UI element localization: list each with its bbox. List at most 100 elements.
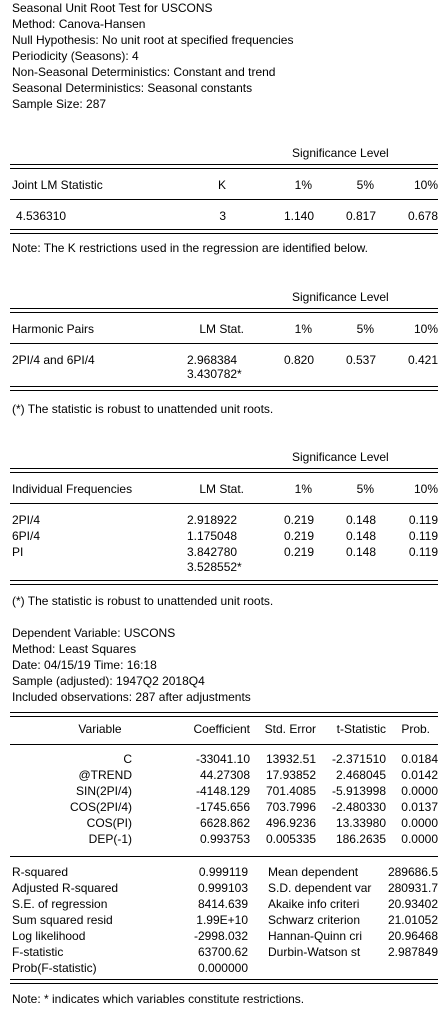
row-label: 2PI/4	[12, 513, 41, 527]
joint-stat-value: 4.536310	[16, 209, 67, 223]
header-line: Periodicity (Seasons): 4	[12, 49, 139, 63]
critical-value-5pct: 0.537	[345, 353, 376, 367]
column-header: LM Stat.	[199, 322, 244, 336]
stat-value: 1.99E+10	[196, 913, 248, 927]
k-value: 3	[219, 209, 226, 223]
coefficient: -33041.10	[195, 752, 250, 766]
variable-name: SIN(2PI/4)	[75, 784, 132, 798]
critical-value-1pct: 0.219	[283, 545, 314, 559]
column-header: Harmonic Pairs	[12, 322, 95, 336]
critical-value-5pct: 0.817	[345, 209, 376, 223]
column-header: 1%	[294, 322, 312, 336]
t-statistic: -2.480330	[331, 800, 386, 814]
column-header: 10%	[413, 178, 438, 192]
lm-stat: 2.918922	[187, 513, 238, 527]
probability: 0.0184	[401, 752, 438, 766]
note: Note: The K restrictions used in the reg…	[12, 241, 368, 255]
table-divider	[10, 229, 438, 234]
note: (*) The statistic is robust to unattende…	[12, 402, 274, 416]
stat-label: Akaike info criteri	[268, 897, 360, 911]
column-header: 5%	[356, 482, 374, 496]
column-header: Prob.	[401, 722, 430, 736]
stat-label: R-squared	[12, 865, 69, 879]
stat-value: 8414.639	[197, 897, 248, 911]
info-line: Date: 04/15/19 Time: 16:18	[12, 658, 157, 672]
critical-value-10pct: 0.678	[407, 209, 438, 223]
header-line: Null Hypothesis: No unit root at specifi…	[12, 33, 294, 47]
probability: 0.0000	[401, 816, 438, 830]
t-statistic: 13.33980	[335, 816, 386, 830]
column-header: LM Stat.	[199, 482, 244, 496]
std-error: 496.9236	[265, 816, 316, 830]
stat-value: 2.987849	[387, 945, 438, 959]
lm-stat-robust: 3.528552*	[187, 560, 242, 574]
table-divider	[10, 580, 438, 585]
significance-level-label: Significance Level	[292, 290, 389, 304]
column-header: 10%	[413, 322, 438, 336]
stat-label: S.E. of regression	[12, 897, 108, 911]
critical-value-10pct: 0.119	[408, 529, 438, 543]
coefficient: 44.27308	[199, 768, 250, 782]
critical-value-1pct: 0.219	[283, 529, 314, 543]
coefficient: -4148.129	[195, 784, 250, 798]
coefficient: 0.993753	[199, 832, 250, 846]
std-error: 701.4085	[265, 784, 316, 798]
stat-value: 280931.7	[387, 881, 438, 895]
stat-label: Adjusted R-squared	[12, 881, 119, 895]
stat-value: 63700.62	[197, 945, 248, 959]
lm-stat-robust: 3.430782*	[187, 367, 242, 381]
stat-label: Prob(F-statistic)	[12, 961, 97, 975]
t-statistic: -2.371510	[331, 752, 386, 766]
probability: 0.0000	[401, 784, 438, 798]
header-line: Sample Size: 287	[12, 97, 107, 111]
t-statistic: 186.2635	[335, 832, 386, 846]
info-line: Method: Least Squares	[12, 642, 137, 656]
lm-stat: 2.968384	[187, 353, 238, 367]
table-divider	[10, 712, 438, 717]
variable-name: @TREND	[78, 768, 132, 782]
table-divider	[10, 856, 438, 857]
row-label: 2PI/4 and 6PI/4	[12, 353, 95, 367]
critical-value-1pct: 0.219	[283, 513, 314, 527]
lm-stat: 3.842780	[187, 545, 238, 559]
significance-level-label: Significance Level	[292, 450, 389, 464]
t-statistic: -5.913998	[331, 784, 386, 798]
column-header: Individual Frequencies	[12, 482, 133, 496]
std-error: 13932.51	[265, 752, 316, 766]
stat-label: S.D. dependent var	[268, 881, 372, 895]
stat-value: 0.999119	[198, 865, 248, 879]
stat-value: 20.93402	[387, 897, 438, 911]
info-line: Sample (adjusted): 1947Q2 2018Q4	[12, 674, 205, 688]
info-line: Included observations: 287 after adjustm…	[12, 690, 251, 704]
row-label: PI	[12, 545, 24, 559]
stat-value: 20.96468	[387, 929, 438, 943]
critical-value-5pct: 0.148	[345, 513, 376, 527]
std-error: 17.93852	[265, 768, 316, 782]
critical-value-10pct: 0.421	[407, 353, 438, 367]
column-header: 1%	[294, 482, 312, 496]
critical-value-10pct: 0.119	[408, 545, 438, 559]
stat-label: Mean dependent	[268, 865, 359, 879]
critical-value-10pct: 0.119	[408, 513, 438, 527]
std-error: 703.7996	[265, 800, 316, 814]
header-line: Seasonal Deterministics: Seasonal consta…	[12, 81, 253, 95]
probability: 0.0142	[401, 768, 438, 782]
column-header: Coefficient	[193, 722, 250, 736]
probability: 0.0137	[401, 800, 438, 814]
variable-name: COS(2PI/4)	[69, 800, 132, 814]
stat-value: 21.01052	[387, 913, 438, 927]
t-statistic: 2.468045	[335, 768, 386, 782]
table-divider	[10, 343, 438, 344]
table-divider	[10, 386, 438, 391]
variable-name: DEP(-1)	[88, 832, 132, 846]
table-divider	[10, 744, 438, 745]
coefficient: 6628.862	[199, 816, 250, 830]
critical-value-1pct: 1.140	[283, 209, 314, 223]
column-header: Std. Error	[264, 722, 316, 736]
stat-value: 289686.5	[387, 865, 438, 879]
column-header: 5%	[356, 178, 374, 192]
column-header: 10%	[413, 482, 438, 496]
column-header: t-Statistic	[336, 722, 386, 736]
variable-name: C	[123, 752, 132, 766]
